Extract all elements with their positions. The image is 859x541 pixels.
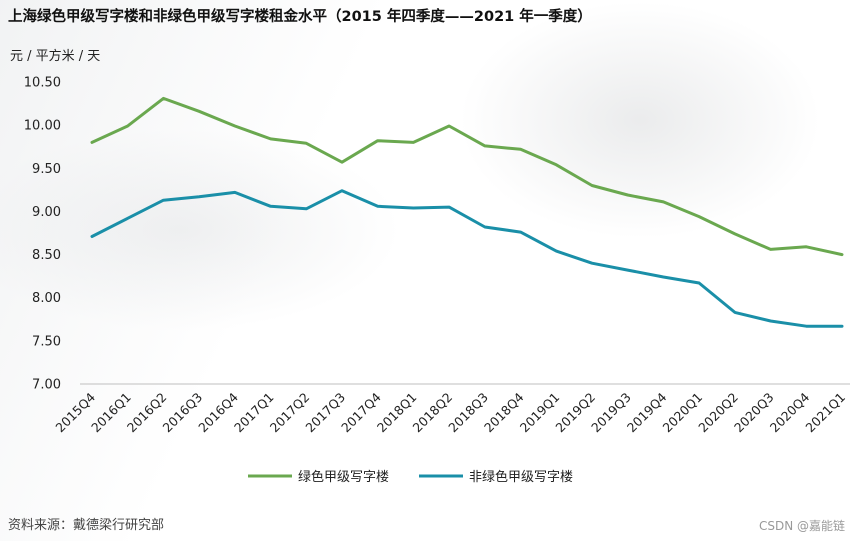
y-axis-unit-label: 元 / 平方米 / 天 (10, 49, 101, 64)
y-tick-label: 7.00 (32, 378, 61, 393)
y-tick-label: 9.00 (32, 205, 61, 220)
line-chart: 7.007.508.008.509.009.5010.0010.502015Q4… (24, 76, 850, 485)
series-line-non-green-office (90, 189, 844, 328)
y-tick-label: 10.50 (24, 76, 61, 91)
y-tick-label: 10.00 (24, 119, 61, 134)
watermark: CSDN @嘉能链 (758, 519, 845, 533)
y-tick-label: 7.50 (32, 334, 61, 349)
chart-title: 上海绿色甲级写字楼和非绿色甲级写字楼租金水平（2015 年四季度——2021 年… (8, 9, 592, 25)
legend-label: 绿色甲级写字楼 (298, 469, 389, 485)
y-tick-label: 8.00 (32, 291, 61, 306)
y-tick-label: 8.50 (32, 248, 61, 263)
y-tick-label: 9.50 (32, 162, 61, 177)
source-note: 资料来源：戴德梁行研究部 (8, 518, 165, 533)
series-line-green-office (90, 96, 844, 257)
x-tick-label: 2021Q1 (802, 390, 848, 436)
legend-label: 非绿色甲级写字楼 (469, 469, 573, 485)
